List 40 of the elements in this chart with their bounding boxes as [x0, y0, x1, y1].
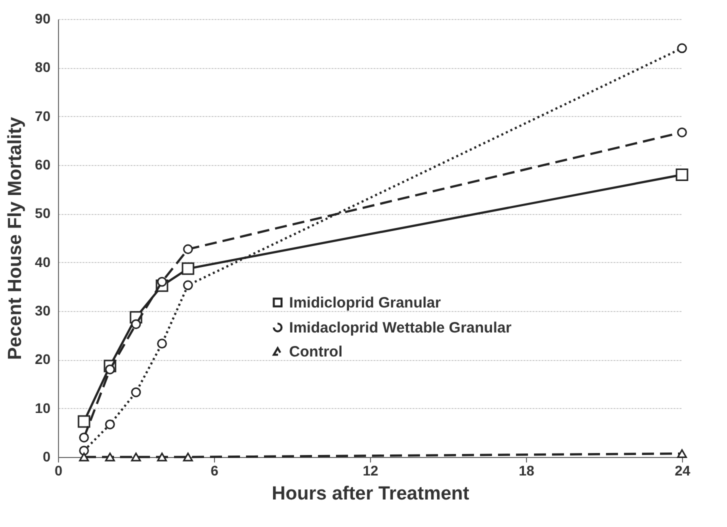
y-tick-label: 70: [34, 108, 51, 124]
legend-label: Imidicloprid Granular: [289, 294, 442, 312]
point: [78, 415, 90, 428]
point: [131, 387, 141, 398]
point: [79, 432, 89, 442]
x-tick-label: 6: [210, 462, 219, 478]
y-tick-label: 90: [34, 10, 51, 26]
y-tick-label: 10: [34, 400, 51, 416]
point: [157, 338, 167, 349]
point: [677, 449, 687, 458]
y-tick-label: 20: [34, 351, 51, 368]
point: [131, 452, 141, 462]
point: [677, 43, 687, 54]
x-tick-label: 0: [54, 462, 63, 478]
point: [105, 419, 115, 430]
point: [105, 364, 115, 374]
point: [79, 452, 89, 462]
point: [131, 319, 141, 330]
y-tick-label: 80: [34, 59, 51, 76]
x-tick-label: 18: [518, 462, 534, 478]
y-tick-label: 0: [42, 448, 51, 464]
y-tick-label: 60: [34, 156, 51, 172]
legend-label: Imidacloprid Wettable Granular: [289, 319, 512, 336]
y-tick-label: 40: [34, 254, 51, 270]
legend-label: Control: [289, 343, 342, 360]
point: [105, 452, 115, 462]
x-tick-label: 24: [674, 462, 690, 478]
point: [182, 262, 194, 275]
point: [183, 452, 193, 462]
point: [676, 168, 688, 181]
point: [183, 280, 193, 290]
point: [157, 276, 167, 287]
x-tick-label: 12: [362, 462, 378, 478]
point: [183, 244, 193, 254]
y-tick-label: 30: [34, 302, 51, 318]
point: [677, 127, 687, 138]
y-axis-title: Pecent House Fly Mortality: [4, 116, 26, 360]
y-tick-label: 50: [34, 205, 51, 222]
x-axis-title: Hours after Treatment: [272, 484, 470, 504]
point: [157, 452, 167, 462]
